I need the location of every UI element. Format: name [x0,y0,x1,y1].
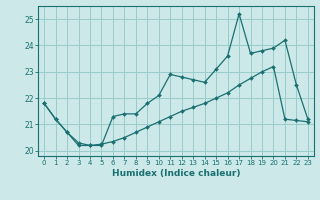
X-axis label: Humidex (Indice chaleur): Humidex (Indice chaleur) [112,169,240,178]
